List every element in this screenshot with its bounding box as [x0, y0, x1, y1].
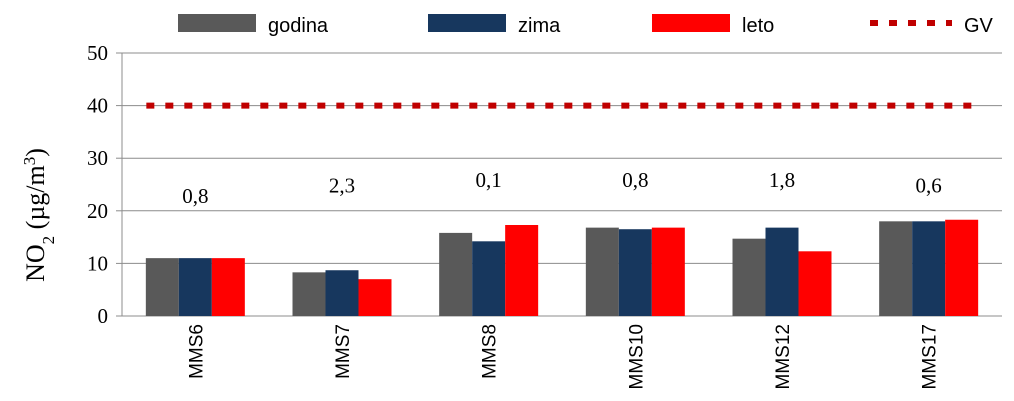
- x-tick-label-MMS17: MMS17: [920, 324, 941, 389]
- legend-label-leto: leto: [742, 15, 774, 37]
- legend: godina zima leto GV: [178, 14, 994, 37]
- y-axis-label-main: NO: [21, 244, 50, 282]
- y-axis-label-unit: (µg/m: [21, 165, 50, 236]
- bar-MMS12-godina: [732, 238, 766, 316]
- bar-MMS6-leto: [211, 258, 245, 316]
- bar-MMS12-zima: [765, 227, 799, 316]
- bar-MMS7-godina: [292, 272, 326, 316]
- bars: [145, 219, 979, 316]
- y-tick-label-50: 50: [87, 41, 108, 65]
- y-axis-label-close: ): [21, 148, 50, 157]
- legend-label-zima: zima: [518, 15, 561, 37]
- gridlines: [121, 52, 1002, 317]
- annotation-MMS17: 0,6: [916, 174, 942, 198]
- legend-label-godina: godina: [268, 15, 329, 37]
- annotation-MMS7: 2,3: [329, 174, 355, 198]
- legend-label-gv: GV: [964, 15, 994, 37]
- bar-MMS12-leto: [798, 251, 832, 316]
- y-axis-label: NO2 (µg/m3): [20, 148, 58, 282]
- annotation-MMS6: 0,8: [182, 184, 208, 208]
- legend-swatch-zima: [428, 14, 506, 32]
- bar-MMS6-zima: [178, 258, 212, 316]
- y-tick-label-30: 30: [87, 146, 108, 170]
- bar-MMS17-leto: [945, 219, 979, 316]
- bar-MMS6-godina: [145, 258, 179, 316]
- bar-MMS8-godina: [439, 232, 473, 316]
- x-tick-label-MMS7: MMS7: [333, 324, 354, 379]
- x-tick-label-MMS10: MMS10: [626, 324, 647, 389]
- y-axis-ticks: 0 10 20 30 40 50: [87, 41, 122, 328]
- bar-MMS7-leto: [358, 279, 392, 316]
- bar-MMS8-zima: [472, 241, 506, 316]
- legend-swatch-godina: [178, 14, 256, 32]
- bar-MMS7-zima: [325, 270, 359, 316]
- y-axis-label-sub: 2: [39, 236, 58, 245]
- annotation-MMS8: 0,1: [476, 168, 502, 192]
- bar-MMS10-zima: [618, 229, 652, 316]
- y-axis-label-sup: 3: [20, 157, 39, 166]
- legend-swatch-leto: [652, 14, 730, 32]
- y-tick-label-40: 40: [87, 94, 108, 118]
- y-tick-label-10: 10: [87, 251, 108, 275]
- bar-MMS17-godina: [879, 221, 913, 316]
- annotation-MMS10: 0,8: [622, 168, 648, 192]
- x-tick-label-MMS6: MMS6: [186, 324, 207, 379]
- bar-MMS8-leto: [505, 225, 539, 316]
- x-tick-label-MMS12: MMS12: [773, 324, 794, 389]
- y-tick-label-20: 20: [87, 199, 108, 223]
- bar-MMS17-zima: [912, 221, 946, 316]
- bar-MMS10-godina: [585, 227, 619, 316]
- bar-MMS10-leto: [651, 227, 685, 316]
- x-tick-label-MMS8: MMS8: [480, 324, 501, 379]
- x-axis-ticks: MMS6 MMS7 MMS8 MMS10 MMS12 MMS17: [186, 324, 940, 389]
- annotation-MMS12: 1,8: [769, 168, 795, 192]
- y-tick-label-0: 0: [98, 304, 109, 328]
- annotations: 0,8 2,3 0,1 0,8 1,8 0,6: [182, 168, 942, 208]
